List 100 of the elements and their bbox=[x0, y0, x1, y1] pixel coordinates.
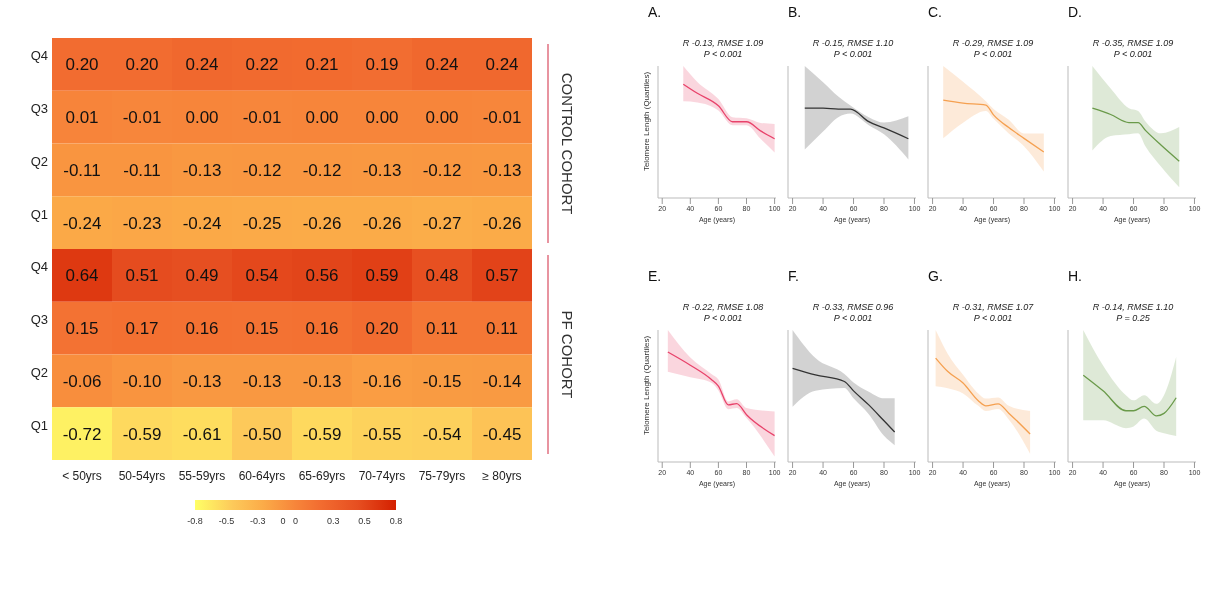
data-label: 0.01 bbox=[65, 108, 99, 128]
data-label: 0.24 bbox=[185, 55, 219, 75]
data-label: -0.06 bbox=[62, 371, 102, 391]
color-bar-label: 0 bbox=[292, 516, 299, 526]
data-label: 0.20 bbox=[365, 319, 399, 339]
text: P < 0.001 bbox=[832, 313, 874, 324]
text: CONTROL COHORT bbox=[559, 72, 576, 215]
text: R -0.31, RMSE 1.07 bbox=[951, 302, 1035, 313]
data-label: 0.49 bbox=[185, 266, 219, 286]
y-tick-label: Q3 bbox=[30, 312, 48, 328]
y-tick-label: Q3 bbox=[30, 101, 48, 117]
data-label: -0.13 bbox=[482, 160, 522, 180]
data-label: 0.57 bbox=[485, 266, 519, 286]
data-label: -0.01 bbox=[242, 108, 282, 128]
data-label: 0.54 bbox=[245, 266, 279, 286]
color-bar-label: 0.5 bbox=[358, 516, 371, 526]
data-label: 0.48 bbox=[425, 266, 459, 286]
data-label: 0.00 bbox=[185, 108, 219, 128]
y-tick-label: Q4 bbox=[30, 259, 48, 275]
text: P < 0.001 bbox=[702, 313, 744, 324]
data-label: -0.11 bbox=[63, 160, 101, 180]
y-tick-label: Q1 bbox=[30, 206, 48, 222]
data-label: -0.11 bbox=[123, 160, 161, 180]
data-label: -0.54 bbox=[422, 424, 462, 444]
x-tick-label: 50-54yrs bbox=[118, 469, 166, 483]
color-bar-label: 0.8 bbox=[389, 516, 403, 526]
text: R -0.29, RMSE 1.09 bbox=[951, 38, 1035, 49]
x-tick-label: 65-69yrs bbox=[298, 469, 346, 483]
data-label: 0.00 bbox=[305, 108, 339, 128]
text: R -0.22, RMSE 1.08 bbox=[681, 302, 765, 313]
data-label: -0.26 bbox=[482, 213, 522, 233]
data-label: 0.00 bbox=[365, 108, 399, 128]
x-tick-label: 60-64yrs bbox=[238, 469, 286, 483]
data-label: 0.16 bbox=[185, 319, 219, 339]
data-label: -0.12 bbox=[422, 160, 462, 180]
data-label: -0.13 bbox=[242, 371, 282, 391]
data-label: -0.13 bbox=[182, 160, 222, 180]
y-tick-label: Q2 bbox=[30, 364, 48, 380]
chart-title: C. bbox=[928, 4, 942, 20]
data-label: -0.12 bbox=[242, 160, 282, 180]
y-axis-title: Telomere Length (Quartiles) bbox=[642, 335, 651, 435]
data-label: -0.59 bbox=[122, 424, 162, 444]
text: R -0.13, RMSE 1.09 bbox=[681, 38, 765, 49]
data-label: -0.72 bbox=[62, 424, 102, 444]
chart-title: D. bbox=[1068, 4, 1082, 20]
text: R -0.14, RMSE 1.10 bbox=[1091, 302, 1175, 313]
text: P < 0.001 bbox=[972, 313, 1014, 324]
data-label: -0.26 bbox=[362, 213, 402, 233]
y-axis-title: Telomere Length (Quartiles) bbox=[642, 71, 651, 171]
data-label: 0.64 bbox=[65, 266, 99, 286]
data-label: -0.50 bbox=[242, 424, 282, 444]
chart-title: G. bbox=[928, 268, 943, 284]
data-label: 0.24 bbox=[485, 55, 519, 75]
data-label: 0.00 bbox=[425, 108, 459, 128]
data-label: 0.24 bbox=[425, 55, 459, 75]
data-label: 0.51 bbox=[125, 266, 159, 286]
data-label: 0.17 bbox=[125, 319, 159, 339]
data-label: -0.12 bbox=[302, 160, 342, 180]
data-label: -0.59 bbox=[302, 424, 342, 444]
data-label: -0.27 bbox=[422, 213, 462, 233]
x-tick-label: 70-74yrs bbox=[358, 469, 406, 483]
data-label: 0.15 bbox=[245, 319, 279, 339]
data-label: 0.11 bbox=[486, 319, 518, 339]
chart-title: H. bbox=[1068, 268, 1082, 284]
y-tick-label: Q1 bbox=[30, 417, 48, 433]
data-label: -0.15 bbox=[422, 371, 462, 391]
data-label: -0.25 bbox=[242, 213, 282, 233]
text: PF COHORT bbox=[559, 310, 576, 399]
data-label: -0.13 bbox=[182, 371, 222, 391]
text: P < 0.001 bbox=[832, 49, 874, 60]
data-label: -0.01 bbox=[482, 108, 522, 128]
data-label: -0.24 bbox=[62, 213, 102, 233]
text: P < 0.001 bbox=[702, 49, 744, 60]
data-label: -0.45 bbox=[482, 424, 522, 444]
data-label: -0.61 bbox=[182, 424, 222, 444]
data-label: -0.14 bbox=[482, 371, 522, 391]
data-label: 0.20 bbox=[65, 55, 99, 75]
data-label: 0.22 bbox=[245, 55, 279, 75]
chart-title: A. bbox=[648, 4, 662, 20]
data-label: -0.16 bbox=[362, 371, 402, 391]
text: R -0.35, RMSE 1.09 bbox=[1091, 38, 1175, 49]
data-label: -0.24 bbox=[182, 213, 222, 233]
x-tick-label: 55-59yrs bbox=[178, 469, 226, 483]
data-label: -0.23 bbox=[122, 213, 162, 233]
data-label: -0.10 bbox=[122, 371, 162, 391]
color-bar-label: -0.5 bbox=[218, 516, 235, 526]
color-bar-label: 0 bbox=[280, 516, 286, 526]
data-label: 0.20 bbox=[125, 55, 159, 75]
text: R -0.15, RMSE 1.10 bbox=[811, 38, 895, 49]
color-bar-label: -0.8 bbox=[187, 516, 203, 526]
x-tick-label: 75-79yrs bbox=[418, 469, 466, 483]
data-label: 0.11 bbox=[426, 319, 458, 339]
color-bar-label: -0.3 bbox=[250, 516, 266, 526]
data-label: 0.21 bbox=[305, 55, 339, 75]
chart-title: B. bbox=[788, 4, 802, 20]
chart-title: F. bbox=[788, 268, 799, 284]
data-label: -0.55 bbox=[362, 424, 402, 444]
data-label: -0.13 bbox=[302, 371, 342, 391]
data-label: 0.15 bbox=[65, 319, 99, 339]
chart-title: E. bbox=[648, 268, 662, 284]
